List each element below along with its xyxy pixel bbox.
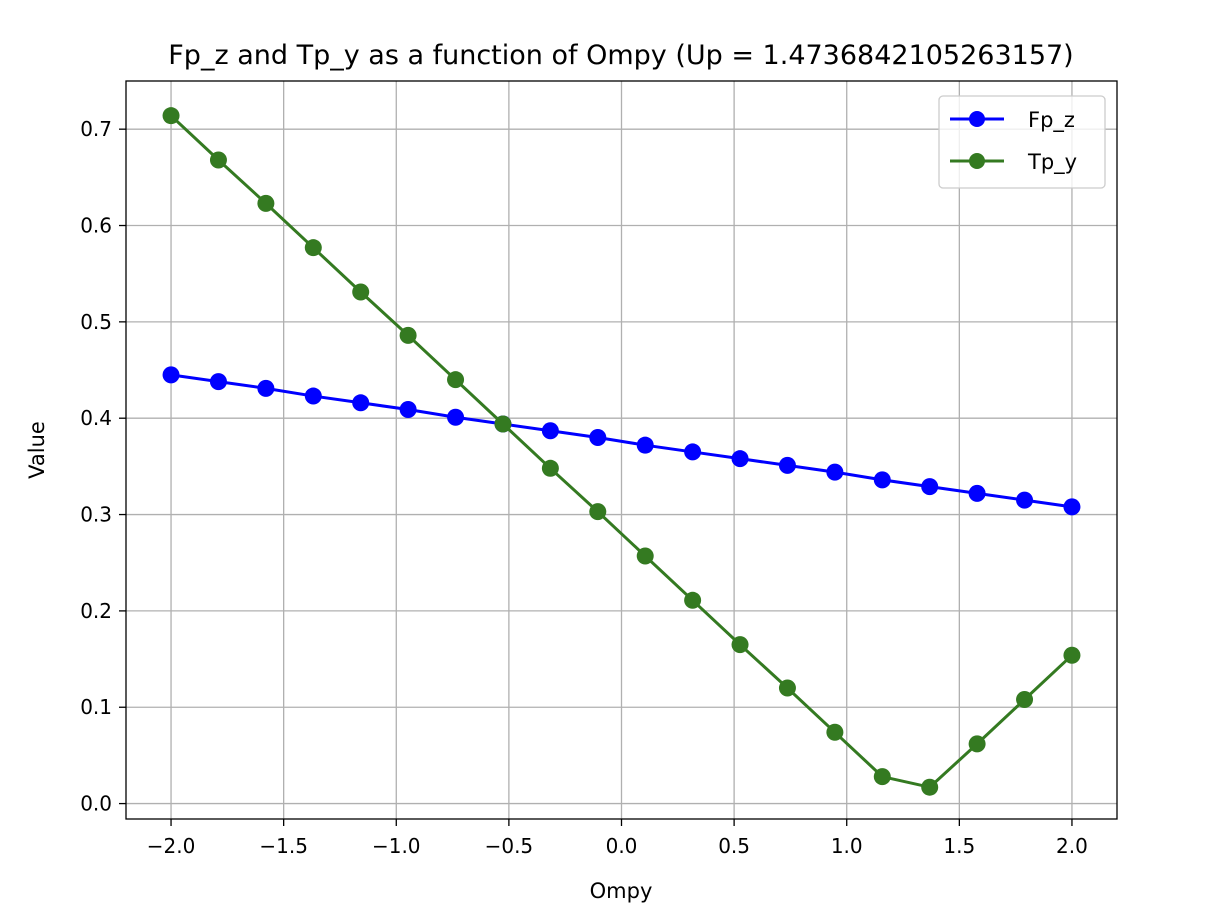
y-tick-label: 0.0 [80,792,112,816]
data-point-fp-z [209,373,227,391]
y-tick-label: 0.7 [80,117,112,141]
x-tick-label: −1.5 [259,834,308,858]
legend-label-tp-y: Tp_y [1027,150,1077,175]
data-point-fp-z [684,443,702,461]
x-tick-label: 0.5 [718,834,750,858]
legend-marker-fp-z [969,111,985,127]
data-point-tp-y [778,679,796,697]
x-tick-label: −0.5 [485,834,534,858]
data-point-tp-y [1063,646,1081,664]
x-tick-label: −1.0 [372,834,421,858]
data-point-tp-y [352,283,370,301]
data-point-fp-z [873,471,891,489]
data-point-fp-z [447,408,465,426]
y-tick-label: 0.6 [80,214,112,238]
data-point-tp-y [162,107,180,125]
x-tick-label: −2.0 [147,834,196,858]
data-point-fp-z [778,456,796,474]
data-point-tp-y [447,371,465,389]
data-point-fp-z [731,450,749,468]
data-point-tp-y [826,723,844,741]
data-point-tp-y [1016,691,1034,709]
y-tick-label: 0.3 [80,503,112,527]
data-point-fp-z [1063,498,1081,516]
x-tick-label: 1.0 [831,834,863,858]
data-point-tp-y [968,735,986,753]
data-point-fp-z [636,436,654,454]
data-point-tp-y [684,591,702,609]
series-layer [162,107,1081,796]
data-point-fp-z [257,379,275,397]
data-point-tp-y [921,778,939,796]
data-point-fp-z [352,394,370,412]
data-point-tp-y [304,239,322,257]
data-point-tp-y [541,459,559,477]
axis-ticks: −2.0 −1.5 −1.0 −0.5 0.0 0.5 1.0 1.5 2.0 0.0 0.1 0.2… [80,117,1088,858]
data-point-fp-z [541,422,559,440]
x-tick-label: 2.0 [1056,834,1088,858]
data-point-fp-z [304,387,322,405]
data-point-tp-y [636,547,654,565]
legend-label-fp-z: Fp_z [1028,108,1075,133]
y-tick-label: 0.1 [80,695,112,719]
y-tick-label: 0.4 [80,406,112,430]
x-axis-label: Ompy [590,879,653,903]
legend-marker-tp-y [969,153,985,169]
x-tick-label: 1.5 [943,834,975,858]
series-fp-z [162,366,1081,516]
data-point-fp-z [921,478,939,496]
legend: Fp_z Tp_y [938,95,1106,189]
data-point-fp-z [399,401,417,419]
legend-box [938,95,1106,189]
data-point-fp-z [826,463,844,481]
data-point-tp-y [494,415,512,433]
x-tick-label: 0.0 [606,834,638,858]
chart-title: Fp_z and Tp_y as a function of Ompy (Up … [168,40,1073,71]
data-point-tp-y [873,768,891,786]
data-point-tp-y [209,151,227,169]
data-point-tp-y [731,636,749,654]
data-point-fp-z [1016,491,1034,509]
data-point-fp-z [162,366,180,384]
y-tick-label: 0.2 [80,599,112,623]
y-tick-label: 0.5 [80,310,112,334]
y-axis-label: Value [25,421,49,479]
data-point-tp-y [589,503,607,521]
series-tp-y [162,107,1081,796]
data-point-fp-z [589,428,607,446]
data-point-fp-z [968,484,986,502]
data-point-tp-y [399,326,417,344]
data-point-tp-y [257,194,275,212]
